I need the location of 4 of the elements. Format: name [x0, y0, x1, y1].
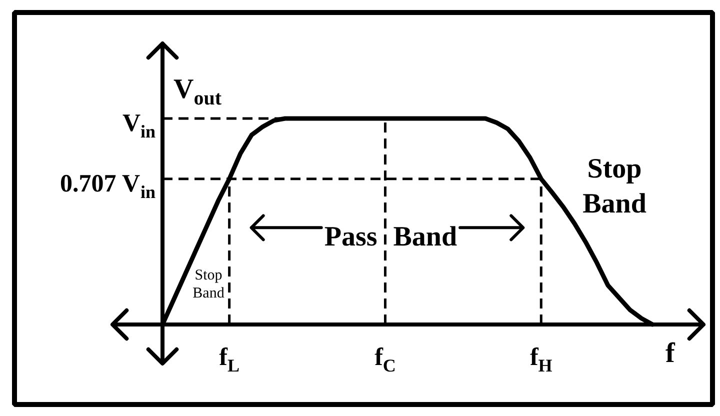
annotation: Stop Band	[192, 267, 225, 302]
x-axis-title: f	[666, 338, 676, 369]
annotation: Pass Band	[324, 221, 458, 252]
annotation: Stop Band	[582, 154, 647, 220]
